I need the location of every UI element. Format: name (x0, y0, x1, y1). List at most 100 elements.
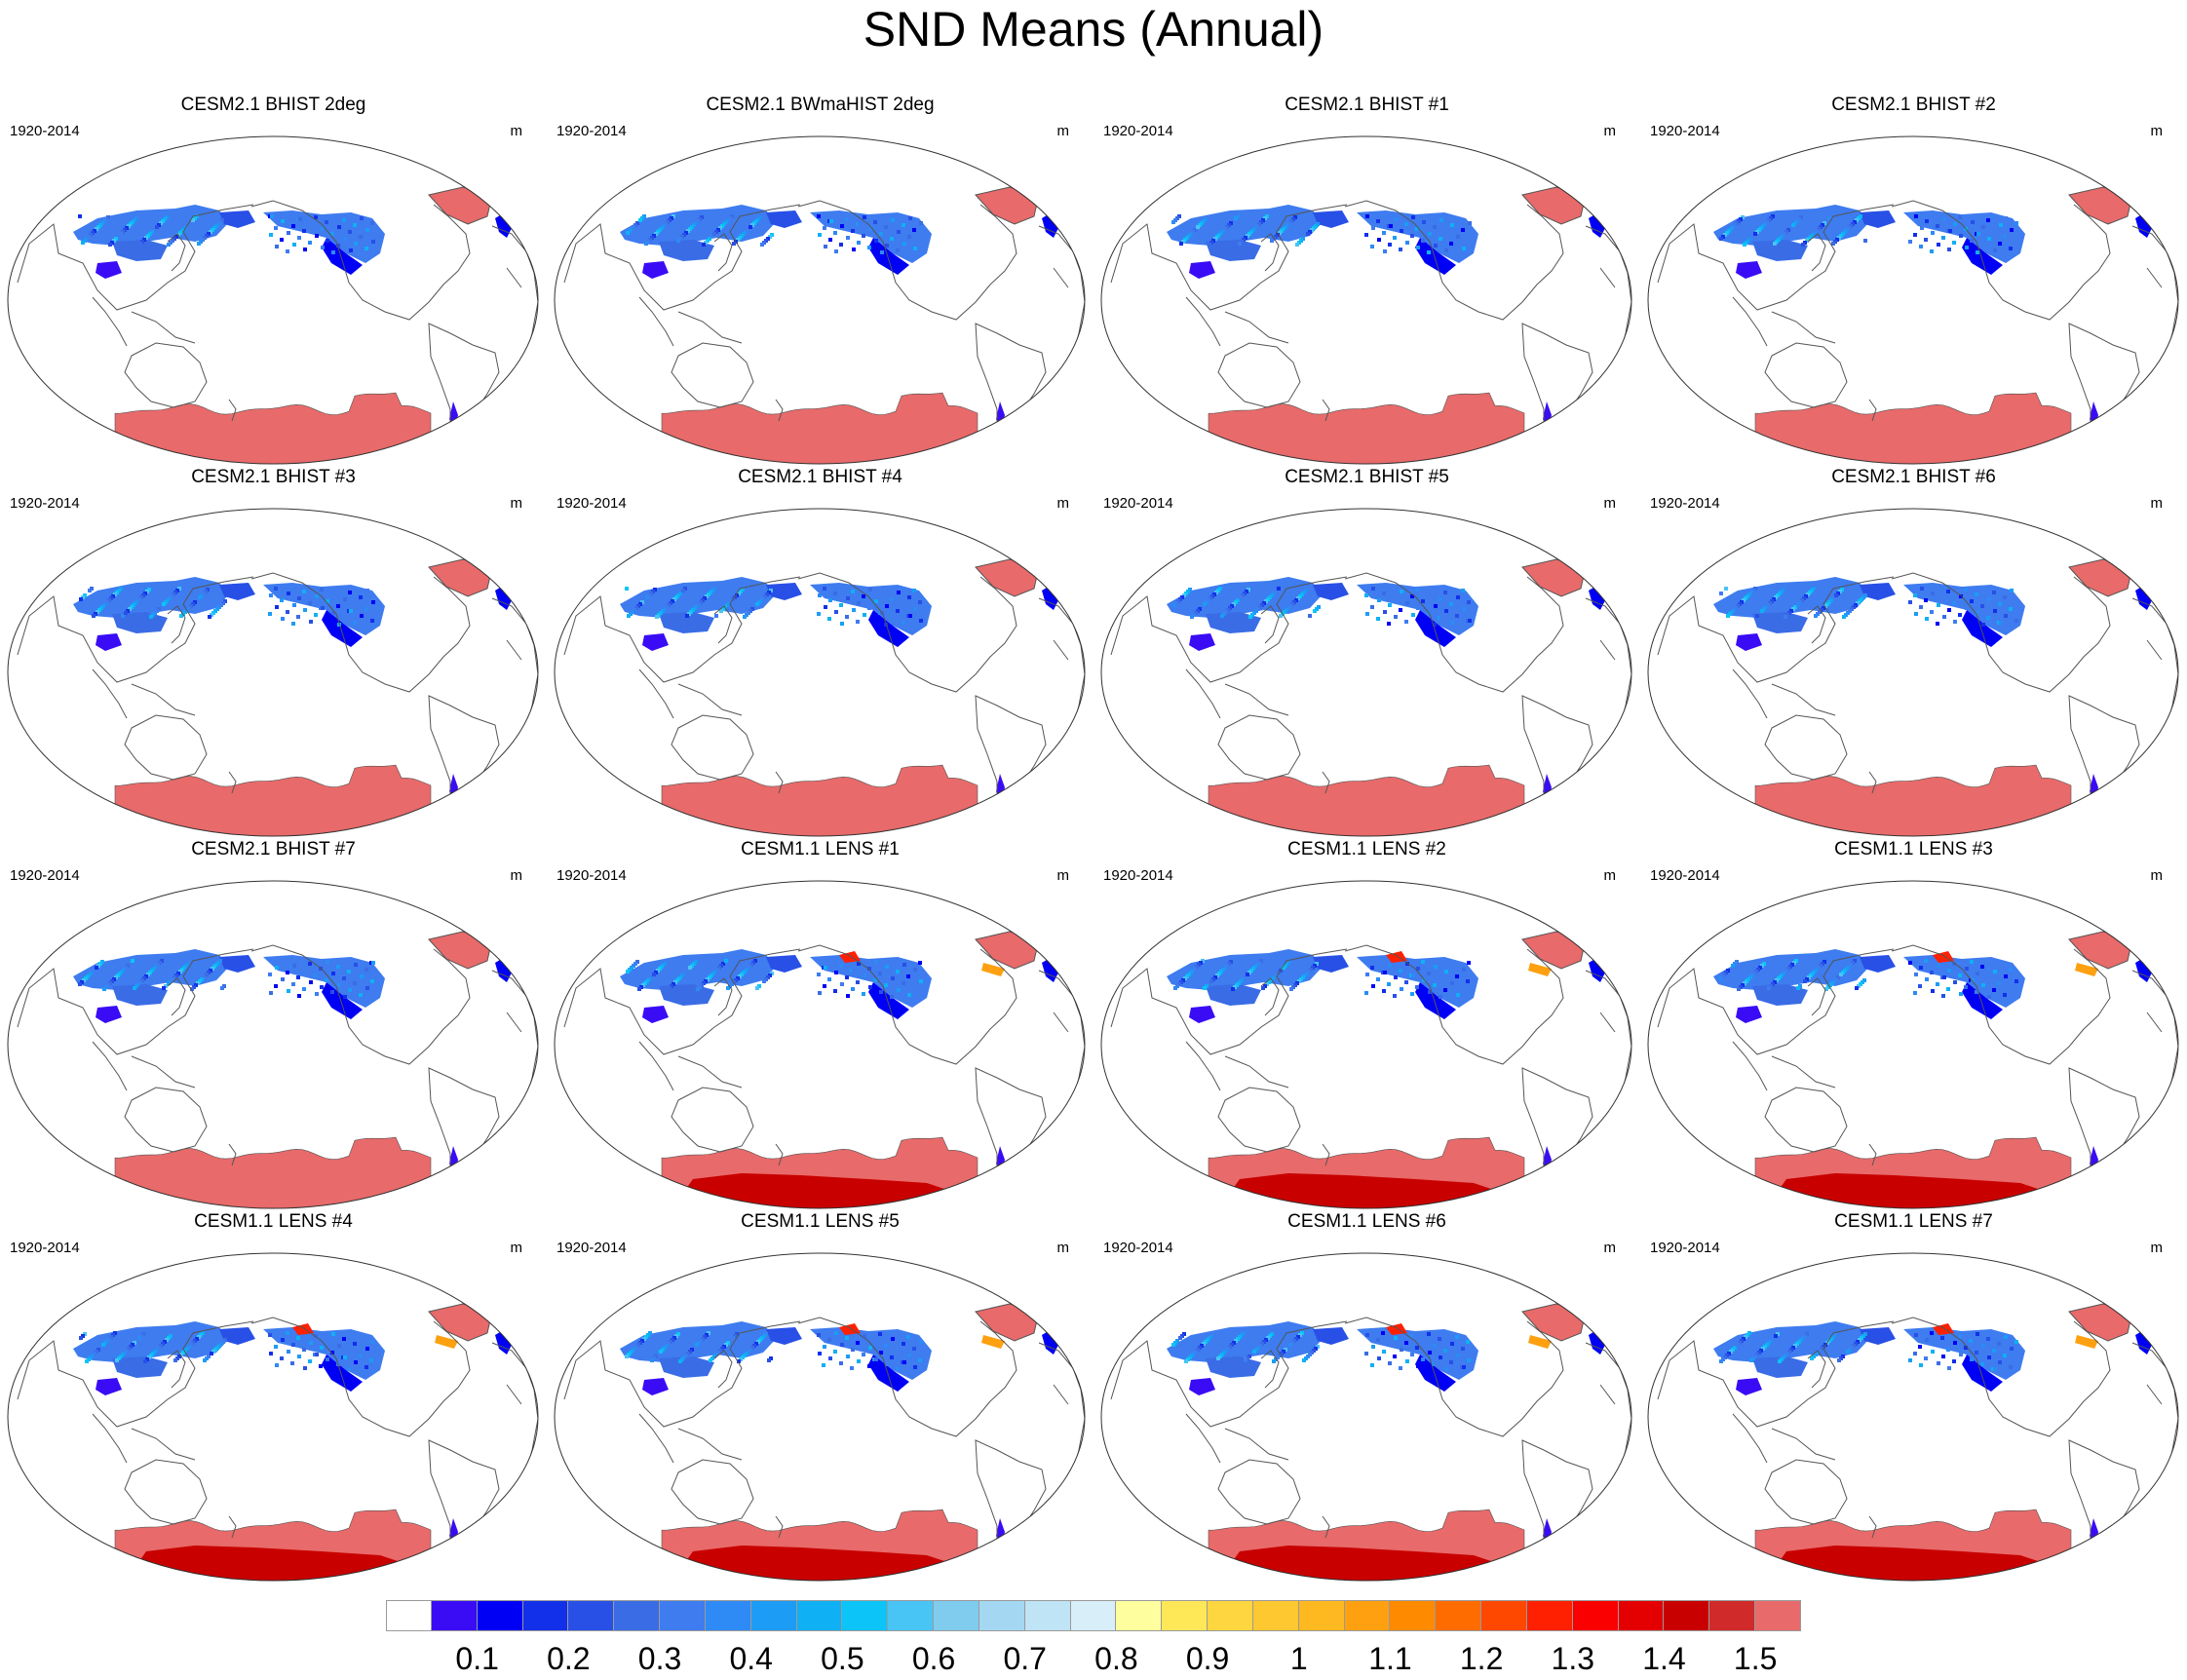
colorbar-swatch (1664, 1600, 1710, 1631)
asia-coast (563, 204, 801, 311)
snow-cell (907, 595, 911, 599)
tibet-snow (642, 633, 669, 651)
snow-cell (1993, 970, 1997, 974)
central-asia-snow (1752, 1356, 1808, 1378)
colorbar-swatch (1755, 1600, 1801, 1631)
snow-cell (291, 982, 295, 986)
snow-cell (1399, 969, 1402, 973)
colorbar-swatch (842, 1600, 889, 1631)
snow-cell (1370, 966, 1374, 970)
snow-cell (348, 1349, 352, 1353)
panel-period: 1920-2014 (556, 495, 627, 512)
snow-cell (852, 969, 856, 973)
snow-cell (370, 979, 374, 983)
south-america-coast (975, 1067, 1047, 1194)
snow-cell (1421, 239, 1425, 243)
world-map (554, 1252, 1086, 1582)
siberia-snow (73, 205, 229, 246)
greenland-coast (1521, 186, 1587, 225)
snow-cell (1422, 220, 1426, 224)
colorbar-swatch (568, 1600, 615, 1631)
snow-cell (1410, 234, 1414, 238)
snow-cell (1970, 960, 1974, 964)
snow-cell (1976, 611, 1979, 615)
snow-cell (1908, 240, 1912, 244)
snow-cell (852, 248, 856, 251)
snow-cell (885, 244, 889, 248)
snow-cell (839, 964, 843, 968)
panel-title: CESM1.1 LENS #4 (194, 1211, 353, 1232)
greenland-snow (976, 1304, 1039, 1341)
kamchatka-snow (1313, 210, 1349, 228)
snow-cell (1438, 1337, 1441, 1341)
snow-cell (1718, 976, 1722, 980)
snow-cell (827, 617, 831, 621)
snow-cell (907, 1354, 911, 1357)
snow-cell (308, 1359, 312, 1363)
snow-cell (370, 619, 374, 623)
snow-cell (2010, 1347, 2014, 1351)
panel-period: 1920-2014 (556, 867, 627, 884)
panel-title: CESM2.1 BHIST 2deg (180, 95, 366, 115)
australia-coast (1764, 714, 1848, 781)
snow-cell (1941, 1355, 1945, 1358)
snow-cell (1371, 984, 1375, 988)
snow-cell (1992, 988, 1996, 992)
south-america-coast (975, 695, 1047, 821)
snow-cell (137, 1336, 141, 1340)
snow-cell (1969, 1339, 1973, 1343)
siberia-snow (1713, 1321, 1869, 1362)
asia-coast (17, 204, 254, 311)
snow-cell (879, 1351, 883, 1355)
tibet-snow (1736, 261, 1762, 279)
snow-cell (331, 1332, 335, 1336)
nz-coast (775, 1143, 784, 1166)
snow-cell (688, 966, 692, 970)
snow-cell (1449, 242, 1453, 246)
snow-cell (726, 986, 730, 990)
central-asia-snow (1206, 984, 1261, 1006)
snow-cell (1767, 986, 1771, 990)
snow-cell (1416, 246, 1420, 249)
colorbar-swatch (477, 1600, 523, 1631)
snow-cell (280, 959, 284, 963)
snow-cell (918, 961, 922, 965)
snow-cell (353, 223, 357, 227)
australia-coast (1217, 342, 1301, 408)
snow-cell (1393, 236, 1397, 240)
scandinavia-snow (495, 957, 513, 982)
snow-cell (913, 968, 917, 972)
snow-cell (292, 243, 296, 247)
snow-cell (1389, 224, 1393, 228)
snow-cell (732, 242, 736, 246)
snow-cell (828, 598, 832, 602)
north-america-coast (1344, 944, 1564, 1065)
scandinavia-snow (495, 585, 513, 610)
snow-cell (1439, 616, 1443, 620)
alaska-canada-snow (1357, 955, 1478, 1008)
panel-title: CESM2.1 BHIST #2 (1831, 95, 1996, 115)
colorbar: 0.1 0.2 0.3 0.4 0.5 0.6 0.7 0.8 0.9 1 1.1 1.2 1.3 1.4… (386, 1600, 1801, 1676)
snow-cell (1913, 593, 1917, 597)
snow-cell (320, 985, 324, 989)
snow-cell (2009, 968, 2013, 972)
snow-cell (115, 1358, 119, 1362)
snow-cell (731, 1336, 735, 1340)
snow-cell (1924, 1356, 1928, 1360)
nz-coast (228, 1143, 237, 1166)
snow-cell (1433, 225, 1437, 229)
snow-cell (2003, 1354, 2007, 1357)
south-america-coast (1521, 1067, 1593, 1194)
japan-coast (167, 977, 186, 1016)
snow-cell (1976, 250, 1979, 254)
snow-cell (342, 616, 346, 620)
snow-cell (912, 1347, 916, 1351)
snow-cell (1381, 1331, 1385, 1335)
australia-coast (671, 714, 754, 781)
snow-cell (337, 225, 341, 229)
panel-grid: CESM2.1 BHIST 2deg 1920-2014 m CESM2.1 BWma… (0, 94, 2187, 1582)
snow-cell (1976, 972, 1979, 975)
snow-cell (1801, 243, 1805, 247)
snow-cell (668, 986, 671, 990)
snow-cell (1937, 964, 1940, 968)
